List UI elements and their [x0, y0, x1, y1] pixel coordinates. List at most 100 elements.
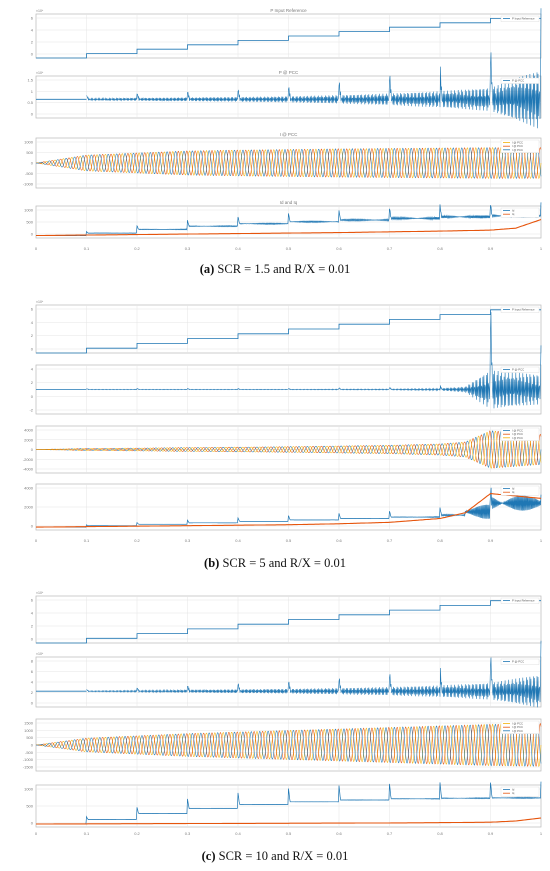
series-line [36, 723, 542, 768]
legend-label: Iq [512, 791, 515, 795]
legend-box [500, 658, 540, 665]
series-line [36, 817, 542, 825]
series-line [86, 312, 542, 409]
series-id [36, 202, 542, 237]
legend-label: P @ PCC [512, 368, 524, 372]
x-tick-label: 0.4 [235, 538, 241, 543]
series-line [36, 493, 542, 528]
legend-label: Id [512, 209, 515, 213]
y-tick-label: 0 [31, 447, 34, 452]
y-exponent-label: ×10⁴ [36, 652, 44, 656]
legend-box [500, 366, 540, 373]
caption-c-text: SCR = 10 and R/X = 0.01 [215, 849, 349, 863]
x-tick-label: 0.4 [235, 246, 241, 251]
legend-label: I @ PCC [512, 141, 523, 145]
legend-label: I @ PCC [512, 148, 523, 152]
y-tick-label: 0 [31, 112, 34, 117]
caption-a-text: SCR = 1.5 and R/X = 0.01 [214, 262, 351, 276]
y-tick-label: 0 [31, 52, 34, 57]
legend: P Input Reference [500, 306, 540, 313]
x-tick-label: 0.9 [488, 831, 494, 836]
chart-p-at-pcc: 8 6 4 2 0 ×10⁴ P @ PCC [31, 640, 542, 708]
series-line [36, 430, 542, 469]
series-line [35, 147, 542, 179]
x-tick-label: 0.4 [235, 831, 241, 836]
legend-box [500, 306, 540, 313]
legend-label: I @ PCC [512, 729, 523, 733]
y-tick-label: -500 [25, 171, 34, 176]
legend-label: Iq [512, 212, 515, 216]
legend-label: P Input Reference [512, 308, 535, 312]
series-p-pcc [36, 312, 542, 409]
chart-title: P @ PCC [279, 70, 299, 75]
caption-a-tag: (a) [199, 262, 215, 276]
caption-b-text: SCR = 5 and R/X = 0.01 [219, 556, 346, 570]
series-i-pcc [36, 722, 542, 767]
series-line [36, 722, 542, 767]
legend-label: I @ PCC [512, 725, 523, 729]
x-tick-label: 0.3 [185, 831, 191, 836]
series-line [36, 218, 542, 237]
x-tick-label: 0 [35, 538, 38, 543]
x-tick-label: 0.6 [336, 831, 342, 836]
chart-p-at-pcc: 1.5 1 0.5 0 ×10⁴ P @ PCC P @ PCC [27, 8, 542, 129]
y-tick-label: 1000 [24, 208, 34, 213]
y-tick-label: 2000 [24, 505, 34, 510]
chart-p-at-pcc: 4 2 0 -2 P @ PCC [29, 312, 542, 415]
x-tick-label: 0.2 [134, 538, 140, 543]
series-p-input-reference [36, 600, 541, 644]
y-tick-label: 4 [31, 320, 34, 325]
y-tick-label: 6 [31, 307, 34, 312]
y-tick-label: 500 [26, 150, 33, 155]
y-tick-label: -1000 [23, 757, 34, 762]
series-line [36, 147, 542, 179]
y-tick-label: 0 [31, 821, 34, 826]
series-p-pcc [36, 8, 542, 129]
legend: P @ PCC [500, 77, 540, 84]
series-p-input-reference [36, 18, 541, 59]
series-i-pcc [36, 430, 542, 469]
legend-label: I @ PCC [512, 722, 523, 726]
series-line [36, 723, 542, 767]
x-tick-label: 0.3 [185, 246, 191, 251]
series-line [36, 202, 542, 237]
series-line [36, 309, 541, 354]
series-line [86, 640, 542, 708]
series-i-pcc [36, 723, 542, 768]
series-i-pcc [36, 147, 542, 179]
x-tick-label: 0.5 [286, 831, 292, 836]
y-tick-label: 0 [31, 394, 34, 399]
x-tick-label: 0.6 [336, 538, 342, 543]
x-tick-label: 0 [35, 831, 38, 836]
x-tick-label: 1 [540, 538, 543, 543]
chart-p-input-reference: 6 4 2 0 ×10⁴ P Input Reference [31, 300, 542, 354]
panel-a: 6 4 2 0 ×10⁴ P Input Reference P Input Referen… [23, 8, 543, 251]
panel-b: 6 4 2 0 ×10⁴ P Input Reference 4 2 0 -2 P @ PCC 400… [23, 300, 543, 543]
chart-p-input-reference: 6 4 2 0 ×10⁴ P Input Reference P Input Referen… [31, 8, 542, 59]
x-tick-label: 0.1 [84, 538, 90, 543]
y-tick-label: 500 [26, 220, 33, 225]
series-id [36, 781, 542, 825]
y-exponent-label: ×10⁴ [36, 591, 44, 595]
y-tick-label: 2 [31, 624, 34, 629]
legend-label: I @ PCC [512, 429, 523, 433]
legend-box [500, 597, 540, 604]
caption-c: (c) SCR = 10 and R/X = 0.01 [0, 849, 550, 864]
y-tick-label: -2000 [23, 457, 34, 462]
series-line [36, 430, 542, 469]
y-tick-label: 2 [31, 40, 34, 45]
caption-c-tag: (c) [201, 849, 216, 863]
series-line [36, 430, 542, 468]
legend-label: Id [512, 487, 515, 491]
legend-label: P @ PCC [512, 79, 524, 83]
y-tick-label: 2 [31, 380, 34, 385]
y-tick-label: 1.5 [27, 78, 33, 83]
legend-box [500, 77, 540, 84]
y-tick-label: 2000 [24, 437, 34, 442]
